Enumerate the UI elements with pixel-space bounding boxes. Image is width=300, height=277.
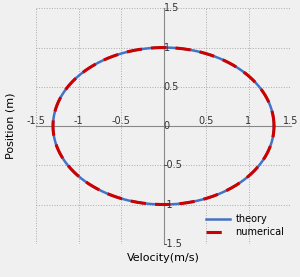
theory <box>161 203 165 206</box>
theory <box>272 124 276 128</box>
Y-axis label: Position (m): Position (m) <box>6 93 16 159</box>
theory <box>196 199 199 202</box>
Text: -1.5: -1.5 <box>27 116 45 126</box>
theory <box>184 201 187 205</box>
theory <box>58 96 62 99</box>
Text: 1: 1 <box>245 116 252 126</box>
numerical <box>58 96 62 99</box>
Text: -0.5: -0.5 <box>112 116 130 126</box>
theory <box>119 197 123 200</box>
Text: 1.5: 1.5 <box>283 116 299 126</box>
Text: -1.5: -1.5 <box>164 239 182 249</box>
theory <box>161 46 165 49</box>
Text: 0.5: 0.5 <box>198 116 214 126</box>
numerical <box>161 203 165 206</box>
numerical <box>119 197 123 200</box>
theory <box>250 77 254 81</box>
numerical <box>272 124 276 128</box>
numerical <box>184 201 187 205</box>
Text: 1.5: 1.5 <box>164 3 179 13</box>
Text: 1: 1 <box>164 43 169 53</box>
X-axis label: Velocity(m/s): Velocity(m/s) <box>127 253 200 263</box>
numerical <box>272 124 276 128</box>
Text: -0.5: -0.5 <box>164 160 182 170</box>
Legend: theory, numerical: theory, numerical <box>204 212 286 239</box>
theory <box>70 80 74 84</box>
Text: -1: -1 <box>164 199 173 209</box>
Line: numerical: numerical <box>53 48 274 204</box>
numerical <box>196 199 199 202</box>
numerical <box>161 46 165 49</box>
Text: 0: 0 <box>164 121 169 131</box>
numerical <box>250 77 254 81</box>
Text: 0.5: 0.5 <box>164 82 179 92</box>
numerical <box>70 80 74 84</box>
Text: -1: -1 <box>74 116 83 126</box>
theory <box>272 124 276 128</box>
Line: theory: theory <box>53 48 274 204</box>
